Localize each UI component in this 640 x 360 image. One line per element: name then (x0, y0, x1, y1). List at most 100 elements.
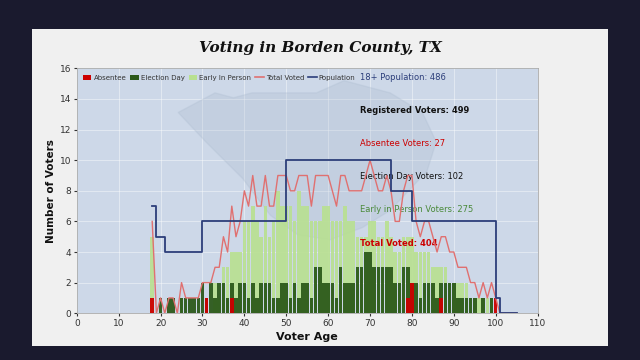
Bar (460, 283, 464, 313)
Bar (389, 267, 393, 313)
Bar (402, 237, 405, 313)
Bar (419, 252, 422, 313)
Population (366, 158, 374, 162)
Bar (335, 298, 339, 313)
Population (437, 219, 445, 224)
Bar (150, 237, 154, 313)
Bar (314, 221, 317, 313)
Bar (272, 221, 275, 313)
Bar (310, 221, 313, 313)
Bar (452, 283, 456, 313)
Bar (410, 283, 413, 313)
Bar (351, 221, 355, 313)
Population (253, 219, 260, 224)
Bar (422, 252, 426, 313)
Bar (184, 298, 188, 313)
Bar (213, 283, 217, 313)
Bar (297, 298, 301, 313)
Legend: Absentee, Election Day, Early In Person, Total Voted, Population: Absentee, Election Day, Early In Person,… (80, 72, 358, 84)
Total Voted (152, 311, 160, 315)
Bar (440, 267, 443, 313)
Bar (444, 267, 447, 313)
Bar (456, 298, 460, 313)
Text: Voting in Borden County, TX: Voting in Borden County, TX (198, 41, 442, 55)
Bar (406, 267, 410, 313)
Bar (167, 298, 171, 313)
Total Voted (366, 158, 374, 162)
Bar (422, 283, 426, 313)
Bar (305, 206, 309, 313)
Bar (259, 283, 263, 313)
Bar (376, 267, 380, 313)
Bar (440, 298, 443, 313)
Bar (385, 267, 388, 313)
Bar (397, 252, 401, 313)
Bar (268, 237, 271, 313)
Bar (364, 237, 367, 313)
Bar (490, 298, 493, 313)
Bar (456, 283, 460, 313)
Bar (465, 283, 468, 313)
Bar (427, 252, 431, 313)
Bar (280, 283, 284, 313)
Bar (301, 206, 305, 313)
Bar (318, 267, 321, 313)
Bar (318, 221, 321, 313)
Bar (465, 298, 468, 313)
Bar (348, 221, 351, 313)
Bar (435, 298, 439, 313)
Bar (226, 298, 229, 313)
Total Voted (161, 311, 168, 315)
Total Voted (333, 204, 340, 208)
Bar (213, 298, 217, 313)
Bar (448, 283, 451, 313)
Text: Absentee Voters: 27: Absentee Voters: 27 (360, 139, 445, 148)
Total Voted (371, 173, 378, 177)
Bar (205, 298, 209, 313)
Bar (209, 283, 212, 313)
Bar (268, 283, 271, 313)
Bar (196, 298, 200, 313)
Bar (322, 283, 326, 313)
Population (148, 204, 156, 208)
Y-axis label: Number of Voters: Number of Voters (45, 139, 56, 243)
Bar (468, 298, 472, 313)
Bar (494, 298, 497, 313)
Bar (394, 252, 397, 313)
Total Voted (257, 204, 265, 208)
Bar (477, 298, 481, 313)
X-axis label: Voter Age: Voter Age (276, 332, 338, 342)
Bar (289, 298, 292, 313)
Bar (230, 252, 234, 313)
Bar (150, 298, 154, 313)
Bar (372, 221, 376, 313)
Bar (326, 206, 330, 313)
Bar (372, 267, 376, 313)
Text: 18+ Population: 486: 18+ Population: 486 (360, 73, 446, 82)
Text: November 3, 2020 General Election: November 3, 2020 General Election (252, 68, 388, 77)
Bar (230, 283, 234, 313)
Bar (431, 267, 435, 313)
Bar (180, 298, 183, 313)
Bar (243, 221, 246, 313)
Bar (406, 298, 410, 313)
Bar (419, 298, 422, 313)
Population (513, 311, 520, 315)
Bar (376, 237, 380, 313)
Bar (410, 283, 413, 313)
Bar (360, 267, 364, 313)
Population (249, 219, 257, 224)
Bar (238, 283, 242, 313)
Bar (394, 283, 397, 313)
Bar (326, 283, 330, 313)
Bar (238, 252, 242, 313)
Bar (201, 283, 204, 313)
Total Voted (513, 311, 520, 315)
Bar (218, 298, 221, 313)
Bar (259, 237, 263, 313)
Text: Total Voted: 404: Total Voted: 404 (360, 239, 438, 248)
Bar (322, 206, 326, 313)
Bar (247, 298, 250, 313)
Bar (368, 252, 372, 313)
Bar (452, 283, 456, 313)
